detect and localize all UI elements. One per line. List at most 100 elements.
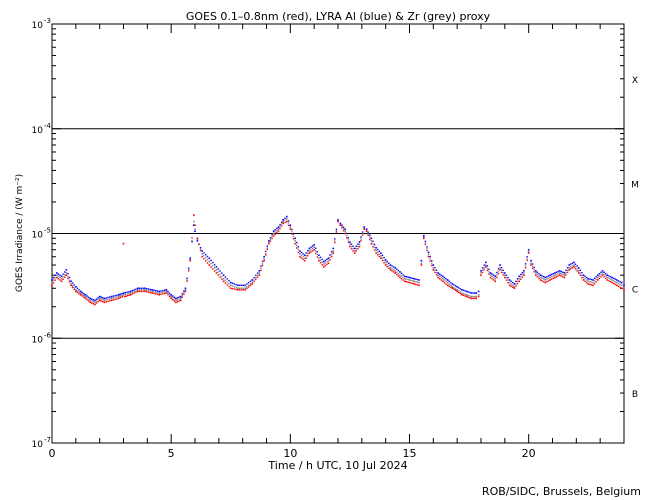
data-point (189, 259, 192, 262)
data-point (592, 284, 594, 287)
trace-dot (396, 271, 398, 273)
data-point (475, 297, 478, 300)
data-point (523, 274, 525, 276)
trace-dot (78, 289, 80, 291)
trace-dot (213, 267, 216, 269)
trace-dot (350, 243, 353, 245)
trace-dot (153, 289, 155, 291)
trace-dot (81, 291, 83, 294)
data-point (349, 245, 351, 248)
trace-dot (543, 278, 545, 280)
trace-dot (52, 279, 55, 281)
trace-dot (347, 237, 350, 239)
trace-dot (483, 266, 485, 269)
data-point (573, 261, 575, 264)
trace-dot (181, 293, 183, 295)
trace-dot (310, 249, 312, 251)
data-point (573, 266, 575, 268)
trace-dot (560, 273, 562, 275)
trace-dot (612, 280, 615, 282)
trace-dot (302, 253, 304, 255)
trace-dot (206, 258, 209, 261)
trace-dot (415, 278, 417, 280)
data-point (65, 272, 68, 274)
data-point (339, 222, 342, 225)
trace-dot (526, 258, 528, 260)
data-point (237, 287, 239, 290)
trace-dot (235, 283, 237, 286)
trace-dot (360, 238, 362, 240)
trace-dot (507, 276, 509, 279)
data-point (263, 259, 265, 262)
trace-dot (571, 267, 574, 269)
trace-dot (295, 244, 298, 246)
trace-dot (330, 255, 333, 258)
trace-dot (246, 287, 248, 290)
data-point (237, 284, 239, 287)
data-point (465, 293, 468, 296)
data-point (456, 285, 458, 288)
trace-dot (600, 276, 602, 278)
data-point (98, 295, 101, 298)
data-point (65, 274, 68, 276)
trace-dot (612, 282, 615, 285)
trace-dot (521, 276, 524, 278)
data-point (518, 275, 520, 278)
data-point (272, 235, 275, 237)
trace-dot (481, 271, 484, 274)
trace-dot (392, 271, 395, 273)
data-point (308, 252, 311, 254)
y-tick-label: 10 (32, 126, 44, 136)
trace-dot (450, 281, 452, 284)
trace-dot (217, 268, 219, 270)
trace-dot (400, 275, 403, 278)
trace-dot (249, 283, 252, 285)
trace-dot (566, 269, 569, 271)
data-point (513, 283, 516, 285)
trace-dot (579, 274, 582, 277)
trace-dot (326, 258, 328, 261)
trace-dot (392, 266, 395, 268)
data-point (282, 222, 284, 225)
data-point (194, 230, 196, 233)
trace-dot (411, 282, 414, 285)
trace-dot (512, 284, 514, 287)
trace-dot (316, 251, 319, 253)
data-point (272, 232, 275, 235)
trace-dot (546, 281, 548, 283)
trace-dot (140, 287, 143, 289)
trace-dot (603, 276, 605, 278)
trace-dot (551, 276, 553, 278)
credit-text: ROB/SIDC, Brussels, Belgium (482, 485, 641, 498)
data-point (51, 281, 53, 284)
data-point (277, 230, 280, 233)
trace-dot (97, 297, 99, 299)
x-axis-label: Time / h UTC, 10 Jul 2024 (267, 459, 407, 472)
trace-dot (405, 276, 408, 278)
trace-dot (54, 279, 56, 281)
trace-dot (119, 296, 122, 299)
trace-dot (302, 258, 304, 261)
data-point (158, 290, 161, 293)
data-point (170, 295, 172, 298)
trace-dot (426, 246, 428, 248)
data-point (568, 269, 570, 271)
data-point (596, 276, 599, 279)
trace-dot (291, 231, 293, 233)
data-point (258, 270, 261, 272)
trace-dot (213, 270, 216, 272)
trace-dot (347, 241, 350, 243)
trace-dot (524, 263, 527, 265)
trace-dot (105, 297, 107, 299)
data-point (322, 260, 325, 263)
data-point (358, 241, 361, 243)
trace-dot (585, 276, 588, 279)
trace-dot (128, 292, 130, 295)
trace-dot (255, 278, 257, 281)
data-point (587, 280, 590, 283)
trace-dot (552, 277, 554, 280)
trace-dot (590, 281, 593, 283)
trace-dot (311, 247, 314, 250)
trace-dot (126, 294, 129, 297)
trace-dot (565, 272, 567, 274)
